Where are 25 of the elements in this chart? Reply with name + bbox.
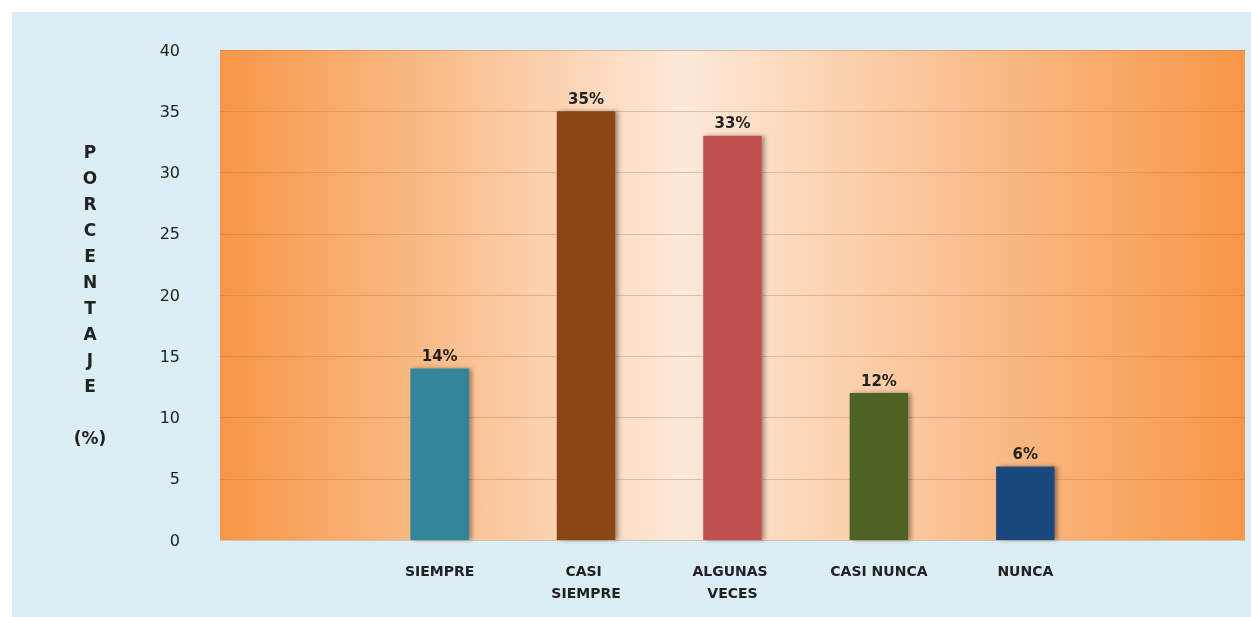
- bar: [703, 135, 762, 540]
- y-tick-label: 35: [159, 101, 180, 121]
- bar: [410, 368, 469, 540]
- data-label: 14%: [421, 347, 458, 365]
- y-tick-label: 40: [159, 40, 180, 60]
- y-tick-label: 10: [159, 408, 180, 427]
- bar: [996, 466, 1055, 540]
- y-tick-label: 15: [159, 346, 180, 366]
- x-tick-label: NUNCA: [997, 563, 1054, 579]
- x-tick-label: ALGUNAS VECES: [692, 563, 773, 601]
- data-label: 12%: [860, 371, 897, 390]
- y-tick-label: 30: [159, 163, 180, 182]
- y-tick-label: 5: [169, 469, 180, 489]
- y-tick-label: 20: [159, 285, 180, 305]
- x-tick-label: CASI NUNCA: [830, 563, 928, 579]
- x-tick-label: CASI SIEMPRE: [551, 563, 621, 601]
- text: PORCENTAJE (%): [73, 142, 107, 448]
- bar: [556, 111, 616, 540]
- data-label: 35%: [568, 89, 605, 108]
- data-label: 6%: [1012, 445, 1039, 463]
- x-tick-label: SIEMPRE: [404, 563, 475, 579]
- data-label: 33%: [714, 114, 751, 133]
- y-tick-label: 0: [169, 530, 180, 550]
- bar: [849, 393, 909, 540]
- y-tick-label: 25: [159, 224, 180, 244]
